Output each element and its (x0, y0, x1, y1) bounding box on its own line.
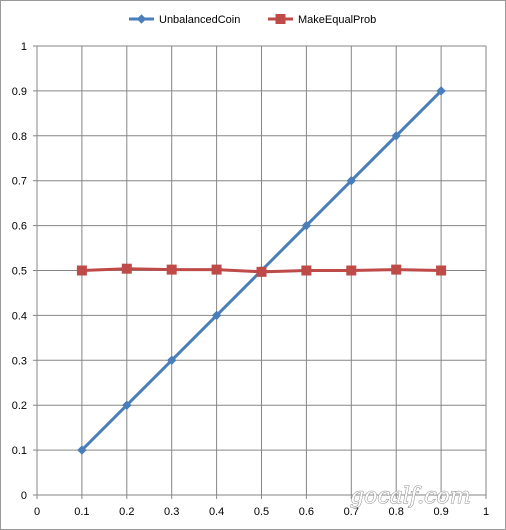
x-tick-label: 0.1 (74, 506, 89, 518)
x-tick-label: 0.6 (299, 506, 314, 518)
legend-item: UnbalancedCoin (129, 14, 240, 26)
data-point (436, 86, 446, 96)
series-makeequalprob (76, 263, 447, 277)
legend: UnbalancedCoin MakeEqualProb (129, 14, 376, 26)
x-tick-label: 0.7 (344, 506, 359, 518)
data-point (77, 445, 87, 455)
x-tick-label: 0.8 (389, 506, 404, 518)
data-point (256, 266, 267, 277)
x-tick-label: 0.3 (164, 506, 179, 518)
data-point (166, 264, 177, 275)
data-point (76, 265, 87, 276)
legend-swatch-marker (275, 14, 286, 24)
data-point (346, 265, 357, 276)
x-tick-label: 0.5 (254, 506, 269, 518)
legend-label: MakeEqualProb (298, 14, 376, 26)
y-tick-label: 0.3 (12, 355, 27, 367)
data-point (301, 220, 312, 231)
x-tick-label: 1 (483, 506, 489, 518)
x-tick-label: 0.9 (433, 506, 448, 518)
x-tick-label: 0.2 (119, 506, 134, 518)
data-point (391, 131, 401, 141)
y-tick-label: 0.9 (12, 86, 27, 98)
data-point (166, 355, 177, 366)
grid-lines (37, 45, 487, 495)
data-point (301, 265, 312, 276)
watermark-text: gocalf.com (350, 484, 471, 509)
y-tick-label: 0 (21, 490, 27, 502)
data-point (211, 264, 222, 275)
data-point (346, 175, 357, 186)
y-tick-label: 0.7 (12, 176, 27, 188)
axes (33, 46, 486, 499)
x-axis-ticks: 0 0.1 0.2 0.3 0.4 0.5 0.6 0.7 0.8 0.9 1 (34, 495, 489, 518)
y-tick-label: 0.6 (12, 221, 27, 233)
y-tick-label: 0.1 (12, 445, 27, 457)
series-layer (76, 86, 447, 455)
y-axis-ticks: 0 0.1 0.2 0.3 0.4 0.5 0.6 0.7 0.8 0.9 1 (12, 41, 37, 502)
data-point (211, 310, 222, 321)
y-tick-label: 0.5 (12, 266, 27, 278)
data-point (121, 263, 132, 274)
legend-item: MakeEqualProb (268, 14, 376, 26)
y-tick-label: 0.8 (12, 131, 27, 143)
x-tick-label: 0 (34, 506, 40, 518)
legend-label: UnbalancedCoin (159, 14, 240, 26)
y-tick-label: 0.2 (12, 400, 27, 412)
data-point (436, 265, 447, 276)
legend-swatch-marker (136, 14, 147, 24)
y-tick-label: 1 (21, 41, 27, 53)
y-tick-label: 0.4 (12, 310, 27, 322)
data-point (122, 400, 132, 410)
data-point (391, 264, 402, 275)
x-tick-label: 0.4 (209, 506, 224, 518)
